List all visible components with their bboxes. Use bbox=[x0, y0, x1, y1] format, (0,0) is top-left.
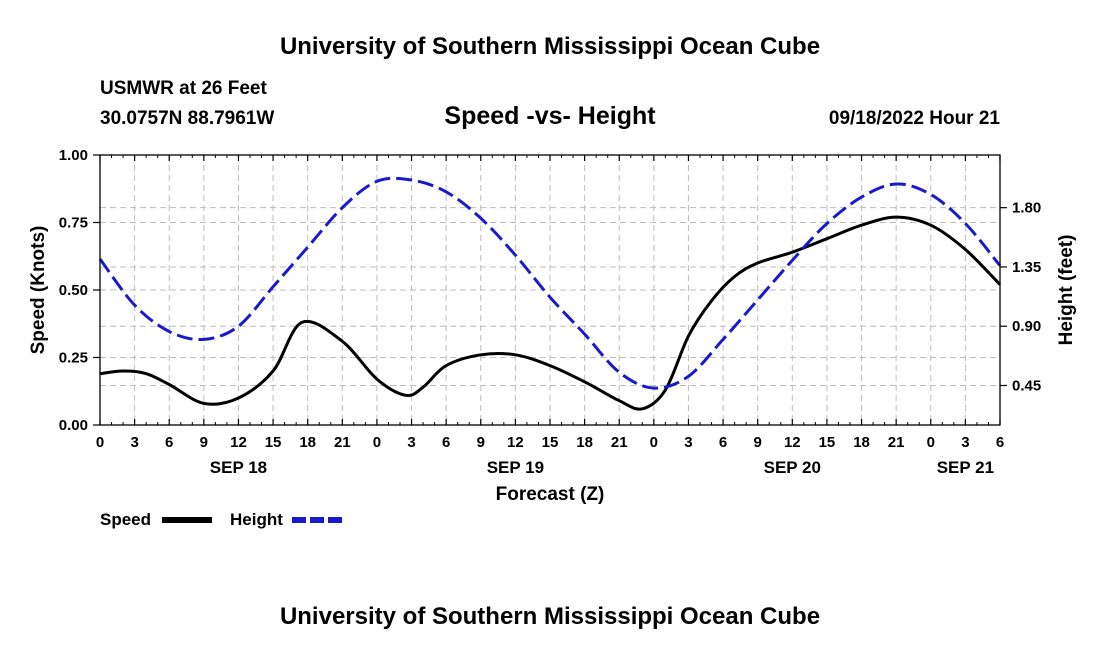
x-tick-label: 21 bbox=[611, 434, 628, 451]
x-tick-label: 18 bbox=[299, 434, 316, 451]
legend: Speed Height bbox=[100, 510, 342, 529]
y2-axis-title: Height (feet) bbox=[1056, 235, 1077, 346]
x-tick-label: 3 bbox=[961, 434, 969, 451]
day-labels: SEP 18 SEP 19 SEP 20 SEP 21 bbox=[210, 458, 994, 477]
x-tick-label: 6 bbox=[719, 434, 727, 451]
page-title: University of Southern Mississippi Ocean… bbox=[280, 33, 820, 60]
series-line-speed bbox=[99, 215, 1002, 411]
x-tick-labels: 0 3 6 9 12 15 18 21 0 3 6 9 12 15 18 21 0 3 6 9 12 15 18 21 0 3 6 bbox=[96, 434, 1004, 451]
legend-speed-label: Speed bbox=[100, 510, 151, 529]
day-label: SEP 21 bbox=[937, 458, 994, 477]
x-tick-label: 15 bbox=[819, 434, 836, 451]
y2-tick-label: 0.90 bbox=[1012, 318, 1041, 335]
grid-lines bbox=[100, 155, 1000, 425]
tick-marks bbox=[93, 154, 1007, 426]
x-tick-label: 12 bbox=[230, 434, 247, 451]
x-tick-label: 18 bbox=[853, 434, 870, 451]
x-tick-label: 3 bbox=[407, 434, 415, 451]
x-tick-label: 9 bbox=[754, 434, 762, 451]
x-tick-label: 6 bbox=[165, 434, 173, 451]
x-tick-label: 21 bbox=[888, 434, 905, 451]
day-label: SEP 20 bbox=[764, 458, 821, 477]
legend-height-label: Height bbox=[230, 510, 283, 529]
y-tick-label: 0.25 bbox=[59, 350, 88, 367]
x-tick-label: 0 bbox=[373, 434, 381, 451]
x-tick-label: 9 bbox=[200, 434, 208, 451]
y-tick-label: 1.00 bbox=[59, 147, 88, 164]
series-line-height bbox=[98, 176, 1002, 390]
x-tick-label: 12 bbox=[784, 434, 801, 451]
y-tick-label: 0.50 bbox=[59, 282, 88, 299]
y-tick-label: 0.75 bbox=[59, 215, 88, 232]
y-axis-title: Speed (Knots) bbox=[28, 226, 49, 355]
y2-tick-label: 1.35 bbox=[1012, 259, 1041, 276]
chart-title: Speed -vs- Height bbox=[444, 102, 656, 130]
y-tick-labels: 0.00 0.25 0.50 0.75 1.00 bbox=[59, 147, 88, 434]
day-label: SEP 19 bbox=[487, 458, 544, 477]
station-label: USMWR at 26 Feet bbox=[100, 78, 267, 99]
footer-title: University of Southern Mississippi Ocean… bbox=[280, 603, 820, 630]
x-tick-label: 12 bbox=[507, 434, 524, 451]
x-tick-label: 3 bbox=[684, 434, 692, 451]
y-tick-label: 0.00 bbox=[59, 417, 88, 434]
x-tick-label: 15 bbox=[265, 434, 282, 451]
x-tick-label: 6 bbox=[442, 434, 450, 451]
x-tick-label: 3 bbox=[130, 434, 138, 451]
series-layer bbox=[98, 176, 1002, 411]
station-coords: 30.0757N 88.7961W bbox=[100, 108, 274, 129]
x-axis-title: Forecast (Z) bbox=[496, 484, 605, 505]
x-tick-label: 0 bbox=[96, 434, 104, 451]
x-tick-label: 0 bbox=[927, 434, 935, 451]
x-tick-label: 9 bbox=[477, 434, 485, 451]
forecast-datetime: 09/18/2022 Hour 21 bbox=[829, 108, 1001, 129]
y2-tick-labels: 0.45 0.90 1.35 1.80 bbox=[1012, 200, 1041, 395]
y2-tick-label: 0.45 bbox=[1012, 377, 1041, 394]
day-label: SEP 18 bbox=[210, 458, 267, 477]
x-tick-label: 0 bbox=[650, 434, 658, 451]
x-tick-label: 15 bbox=[542, 434, 559, 451]
y2-tick-label: 1.80 bbox=[1012, 200, 1041, 217]
x-tick-label: 21 bbox=[334, 434, 351, 451]
x-tick-label: 18 bbox=[576, 434, 593, 451]
x-tick-label: 6 bbox=[996, 434, 1004, 451]
